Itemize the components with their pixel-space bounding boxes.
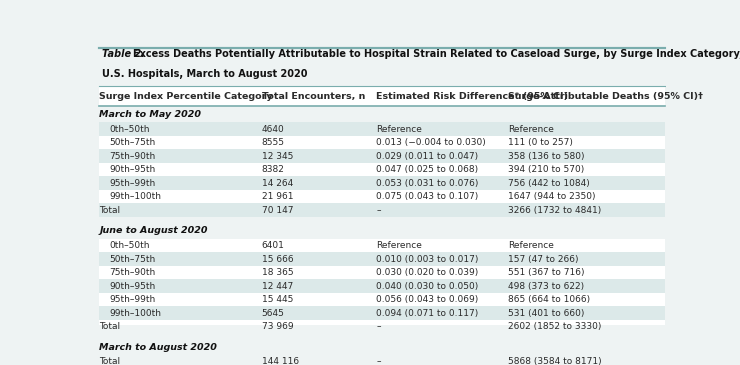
Text: 358 (136 to 580): 358 (136 to 580) xyxy=(508,152,585,161)
FancyBboxPatch shape xyxy=(99,163,665,176)
Text: Total: Total xyxy=(99,322,121,331)
Text: Estimated Risk Difference* (95% CI): Estimated Risk Difference* (95% CI) xyxy=(377,92,568,101)
Text: –: – xyxy=(377,357,381,365)
Text: 90th–95th: 90th–95th xyxy=(110,281,156,291)
Text: Reference: Reference xyxy=(508,125,554,134)
FancyBboxPatch shape xyxy=(99,355,665,365)
Text: 18 365: 18 365 xyxy=(262,268,293,277)
Text: 90th–95th: 90th–95th xyxy=(110,165,156,174)
Text: 551 (367 to 716): 551 (367 to 716) xyxy=(508,268,585,277)
Text: Table 2.: Table 2. xyxy=(101,49,145,59)
FancyBboxPatch shape xyxy=(99,239,665,252)
Text: Reference: Reference xyxy=(508,241,554,250)
Text: 756 (442 to 1084): 756 (442 to 1084) xyxy=(508,179,590,188)
Text: 0.056 (0.043 to 0.069): 0.056 (0.043 to 0.069) xyxy=(377,295,479,304)
Text: Reference: Reference xyxy=(377,125,423,134)
Text: 50th–75th: 50th–75th xyxy=(110,138,156,147)
Text: Surge Index Percentile Category: Surge Index Percentile Category xyxy=(99,92,273,101)
Text: 0.010 (0.003 to 0.017): 0.010 (0.003 to 0.017) xyxy=(377,254,479,264)
Text: Total: Total xyxy=(99,357,121,365)
Text: 0.053 (0.031 to 0.076): 0.053 (0.031 to 0.076) xyxy=(377,179,479,188)
Text: 8555: 8555 xyxy=(262,138,285,147)
Text: 8382: 8382 xyxy=(262,165,285,174)
Text: 95th–99th: 95th–99th xyxy=(110,179,156,188)
Text: Reference: Reference xyxy=(377,241,423,250)
Text: 0th–50th: 0th–50th xyxy=(110,125,150,134)
FancyBboxPatch shape xyxy=(99,106,665,123)
FancyBboxPatch shape xyxy=(99,123,665,136)
Text: 0th–50th: 0th–50th xyxy=(110,241,150,250)
Text: 12 447: 12 447 xyxy=(262,281,293,291)
Text: 3266 (1732 to 4841): 3266 (1732 to 4841) xyxy=(508,206,602,215)
FancyBboxPatch shape xyxy=(99,86,665,106)
Text: 70 147: 70 147 xyxy=(262,206,293,215)
Text: 0.094 (0.071 to 0.117): 0.094 (0.071 to 0.117) xyxy=(377,308,479,318)
Text: 0.047 (0.025 to 0.068): 0.047 (0.025 to 0.068) xyxy=(377,165,479,174)
Text: 15 666: 15 666 xyxy=(262,254,293,264)
Text: 99th–100th: 99th–100th xyxy=(110,192,162,201)
FancyBboxPatch shape xyxy=(99,279,665,293)
Text: 99th–100th: 99th–100th xyxy=(110,308,162,318)
Text: 531 (401 to 660): 531 (401 to 660) xyxy=(508,308,585,318)
Text: 0.040 (0.030 to 0.050): 0.040 (0.030 to 0.050) xyxy=(377,281,479,291)
Text: Total: Total xyxy=(99,206,121,215)
FancyBboxPatch shape xyxy=(99,150,665,163)
Text: 95th–99th: 95th–99th xyxy=(110,295,156,304)
Text: 6401: 6401 xyxy=(262,241,285,250)
FancyBboxPatch shape xyxy=(99,293,665,306)
FancyBboxPatch shape xyxy=(99,252,665,266)
Text: 498 (373 to 622): 498 (373 to 622) xyxy=(508,281,585,291)
Text: 4640: 4640 xyxy=(262,125,284,134)
Text: March to May 2020: March to May 2020 xyxy=(99,110,201,119)
Text: Excess Deaths Potentially Attributable to Hospital Strain Related to Caseload Su: Excess Deaths Potentially Attributable t… xyxy=(133,49,740,59)
Text: 1647 (944 to 2350): 1647 (944 to 2350) xyxy=(508,192,596,201)
FancyBboxPatch shape xyxy=(99,339,665,355)
Text: 0.030 (0.020 to 0.039): 0.030 (0.020 to 0.039) xyxy=(377,268,479,277)
FancyBboxPatch shape xyxy=(99,136,665,150)
Text: 5868 (3584 to 8171): 5868 (3584 to 8171) xyxy=(508,357,602,365)
Text: 75th–90th: 75th–90th xyxy=(110,152,156,161)
FancyBboxPatch shape xyxy=(99,203,665,217)
Text: 14 264: 14 264 xyxy=(262,179,293,188)
Text: March to August 2020: March to August 2020 xyxy=(99,343,218,351)
Text: 2602 (1852 to 3330): 2602 (1852 to 3330) xyxy=(508,322,602,331)
FancyBboxPatch shape xyxy=(99,190,665,203)
Text: 0.075 (0.043 to 0.107): 0.075 (0.043 to 0.107) xyxy=(377,192,479,201)
Text: –: – xyxy=(377,322,381,331)
Text: –: – xyxy=(377,206,381,215)
Text: 394 (210 to 570): 394 (210 to 570) xyxy=(508,165,585,174)
Text: 144 116: 144 116 xyxy=(262,357,299,365)
Text: 865 (664 to 1066): 865 (664 to 1066) xyxy=(508,295,591,304)
Text: 0.013 (−0.004 to 0.030): 0.013 (−0.004 to 0.030) xyxy=(377,138,486,147)
FancyBboxPatch shape xyxy=(99,176,665,190)
Text: Surge-Attributable Deaths (95% CI)†: Surge-Attributable Deaths (95% CI)† xyxy=(508,92,703,101)
Text: 15 445: 15 445 xyxy=(262,295,293,304)
FancyBboxPatch shape xyxy=(99,266,665,279)
Text: June to August 2020: June to August 2020 xyxy=(99,226,208,235)
Text: 157 (47 to 266): 157 (47 to 266) xyxy=(508,254,579,264)
Text: 75th–90th: 75th–90th xyxy=(110,268,156,277)
Text: 21 961: 21 961 xyxy=(262,192,293,201)
Text: 50th–75th: 50th–75th xyxy=(110,254,156,264)
Text: Total Encounters, n: Total Encounters, n xyxy=(262,92,365,101)
Text: 73 969: 73 969 xyxy=(262,322,293,331)
Text: 12 345: 12 345 xyxy=(262,152,293,161)
Text: 111 (0 to 257): 111 (0 to 257) xyxy=(508,138,574,147)
Text: U.S. Hospitals, March to August 2020: U.S. Hospitals, March to August 2020 xyxy=(101,69,307,78)
Text: 0.029 (0.011 to 0.047): 0.029 (0.011 to 0.047) xyxy=(377,152,479,161)
FancyBboxPatch shape xyxy=(99,223,665,239)
FancyBboxPatch shape xyxy=(99,320,665,333)
FancyBboxPatch shape xyxy=(99,306,665,320)
Text: 5645: 5645 xyxy=(262,308,285,318)
